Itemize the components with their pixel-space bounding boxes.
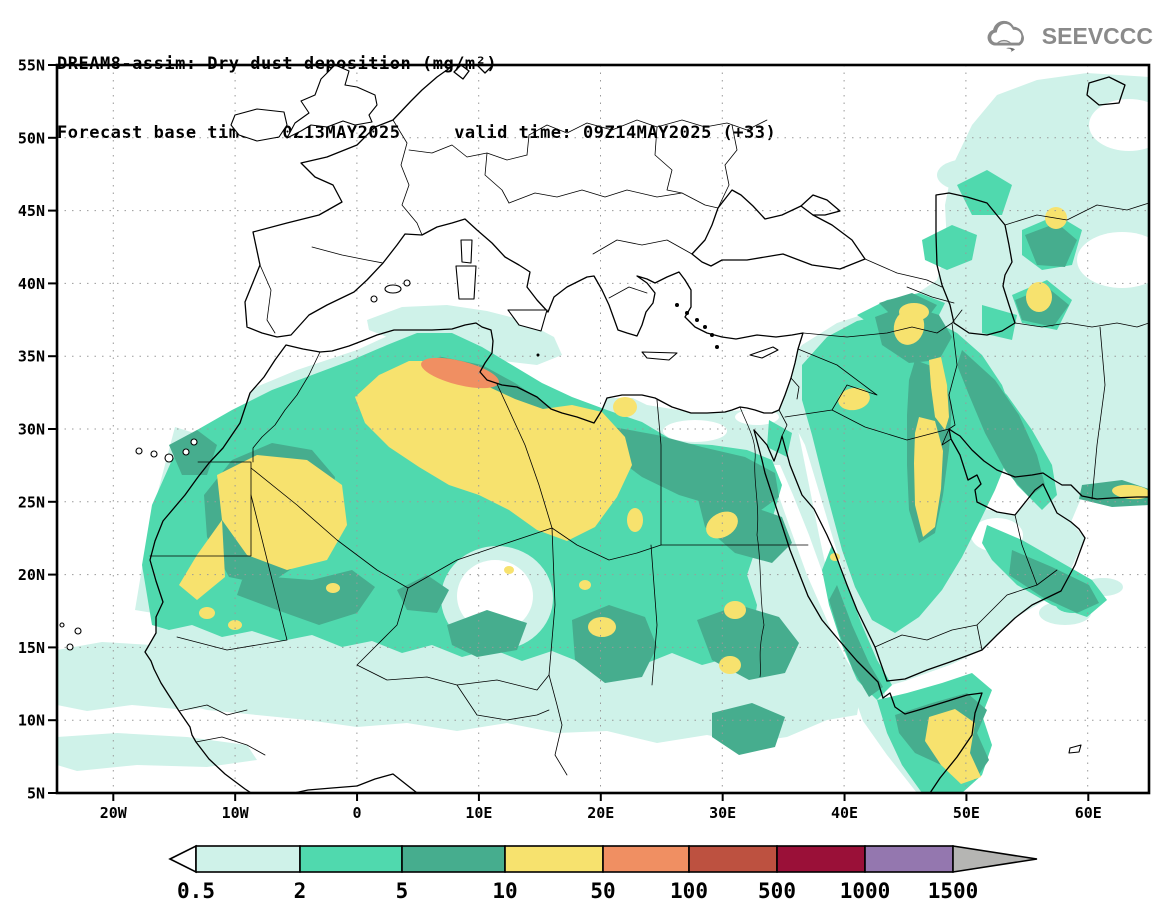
colorbar-legend: 0.5 2 5 10 50 100 500 1000 1500 [170,846,1037,903]
lon-label: 10E [465,804,492,822]
lat-label: 35N [18,348,45,366]
colorbar-tick-label: 0.5 [177,879,215,903]
colorbar-tick-label: 50 [590,879,615,903]
lat-label: 15N [18,639,45,657]
colorbar-tick-label: 1000 [840,879,891,903]
mallorca-island [385,285,401,293]
colorbar-segment [777,846,865,872]
colorbar-tick-label: 10 [492,879,517,903]
lon-label: 10W [222,804,250,822]
lat-label: 30N [18,421,45,439]
sardinia-island [456,266,476,299]
great-britain-island [287,65,377,138]
colorbar-above-max-arrow [953,846,1037,872]
colorbar-segment [603,846,689,872]
colorbar-tick-label: 500 [758,879,796,903]
lon-label: 20E [587,804,614,822]
ibiza-island [371,296,377,302]
lat-label: 20N [18,566,45,584]
colorbar-segment [402,846,505,872]
lon-label: 30E [709,804,736,822]
corsica-island [461,240,472,263]
colorbar-segment [865,846,953,872]
ireland-island [231,109,287,141]
colorbar-tick-label: 100 [670,879,708,903]
lat-label: 10N [18,712,45,730]
lat-label: 40N [18,275,45,293]
lon-label: 0 [353,804,362,822]
colorbar-segment [300,846,402,872]
menorca-island [404,280,410,286]
colorbar-tick-label: 5 [396,879,409,903]
forecast-page: { "header": { "title_line1": "DREAM8-ass… [0,0,1165,907]
colorbar-below-min-arrow [170,846,196,872]
colorbar-segment [505,846,603,872]
lat-label: 25N [18,493,45,511]
colorbar-tick-label: 1500 [928,879,979,903]
lat-label: 45N [18,202,45,220]
lat-label: 5N [27,785,45,803]
lon-label: 60E [1075,804,1102,822]
lat-label: 55N [18,57,45,75]
lon-label: 40E [831,804,858,822]
colorbar-segment [689,846,777,872]
lon-label: 50E [953,804,980,822]
colorbar-segment [196,846,300,872]
map-canvas [57,65,1165,807]
colorbar-tick-label: 2 [294,879,307,903]
lat-label: 50N [18,129,45,147]
lon-label: 20W [100,804,128,822]
forecast-map-scene: 55N 50N 45N 40N 35N 30N 25N 20N 15N 10N 5N 20W 10W 0 1… [0,0,1165,907]
